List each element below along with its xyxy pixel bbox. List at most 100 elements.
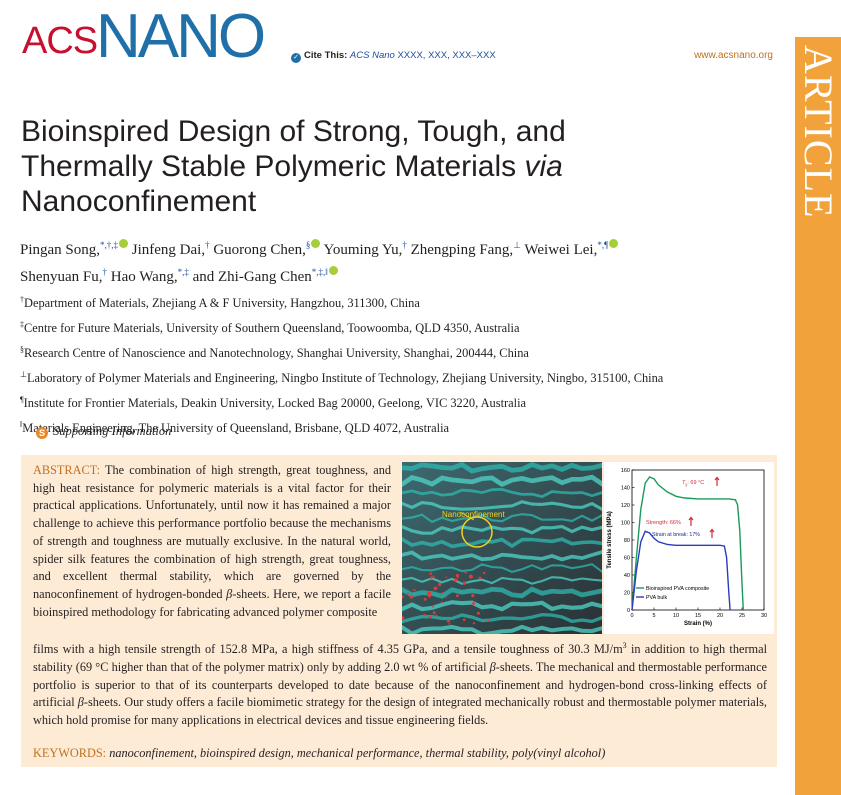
author[interactable]: Shenyuan Fu,†: [20, 267, 107, 285]
article-banner-text: ARTICLE: [796, 45, 841, 219]
micrograph-fiber: [402, 624, 602, 634]
micrograph-particle: [423, 597, 427, 601]
cite-label: Cite This:: [304, 50, 348, 61]
affiliation-text: Research Centre of Nanoscience and Nanot…: [24, 346, 529, 360]
micrograph-particle: [454, 578, 458, 582]
micrograph-fiber: [402, 500, 602, 511]
author[interactable]: Hao Wang,*,‡: [111, 267, 189, 285]
micrograph-particle: [432, 611, 436, 615]
y-tick-label: 60: [624, 556, 630, 562]
x-tick-label: 15: [695, 613, 701, 619]
micrograph-particle: [402, 616, 405, 621]
author[interactable]: Youming Yu,†: [324, 240, 407, 258]
affiliation: ‡Centre for Future Materials, University…: [20, 314, 790, 339]
micrograph-particle: [471, 594, 475, 598]
affiliation-text: Department of Materials, Zhejiang A & F …: [24, 296, 420, 310]
keywords-label: KEYWORDS:: [33, 746, 107, 760]
author[interactable]: Jinfeng Dai,†: [132, 240, 210, 258]
logo-nano: NANO: [96, 2, 266, 71]
micrograph-particle: [446, 619, 451, 623]
affiliation-mark: †: [20, 295, 24, 304]
micrograph-particle: [412, 589, 414, 591]
keywords: KEYWORDS: nanoconfinement, bioinspired d…: [33, 745, 767, 762]
annotation-strength: Strength: 66%: [646, 520, 681, 526]
author-affiliation-marks: *,‡,‖: [311, 267, 328, 277]
annotation-tg-value: : 69 °C: [687, 480, 704, 486]
toc-micrograph-image: Nanoconfinement: [402, 462, 602, 634]
abstract-text-top: ABSTRACT: The combination of high streng…: [33, 462, 391, 621]
y-tick-label: 20: [624, 591, 630, 597]
orcid-icon[interactable]: [119, 239, 129, 248]
micrograph-particle: [455, 573, 459, 578]
cite-icon: ✓: [291, 53, 301, 63]
author-affiliation-marks: †: [205, 240, 210, 250]
cite-ref: XXXX, XXX, XXX–XXX: [397, 50, 496, 61]
micrograph-particle: [483, 571, 486, 575]
supporting-information-link[interactable]: S Supporting Information: [36, 424, 171, 439]
abstract-text-bottom: films with a high tensile strength of 15…: [33, 637, 767, 730]
micrograph-particle: [432, 605, 434, 608]
affiliation-text: Laboratory of Polymer Materials and Engi…: [26, 371, 664, 385]
annotation-tg-symbol: T: [682, 480, 686, 486]
micrograph-particle: [445, 596, 447, 598]
y-tick-label: 80: [624, 538, 630, 544]
supporting-info-label: Supporting Information: [53, 424, 172, 438]
micrograph-particle: [464, 571, 467, 574]
site-url-link[interactable]: www.acsnano.org: [694, 50, 773, 61]
micrograph-particle: [438, 582, 442, 587]
author[interactable]: and Zhi-Gang Chen*,‡,‖: [193, 266, 338, 285]
affiliation-mark: §: [20, 345, 24, 354]
affiliation-mark: ‖: [20, 420, 23, 429]
author[interactable]: Zhengping Fang,⊥: [410, 240, 521, 258]
micrograph-particle: [441, 592, 444, 594]
cite-this[interactable]: ✓ Cite This: ACS Nano XXXX, XXX, XXX–XXX: [291, 50, 496, 63]
author[interactable]: Weiwei Lei,*,¶: [524, 239, 619, 258]
micrograph-fiber: [402, 537, 602, 549]
annotation-strain-at-break: Strain at break: 17%: [652, 532, 700, 538]
nanoconfinement-label: Nanoconfinement: [442, 510, 505, 519]
orcid-icon[interactable]: [609, 239, 619, 248]
orcid-icon[interactable]: [311, 239, 321, 248]
author-affiliation-marks: *,¶: [597, 240, 609, 250]
x-tick-label: 25: [739, 613, 745, 619]
x-tick-label: 10: [673, 613, 679, 619]
micrograph-fiber: [402, 563, 602, 574]
author-affiliation-marks: §: [305, 240, 311, 250]
micrograph-particle: [476, 611, 480, 615]
author[interactable]: Guorong Chen,§: [213, 239, 321, 258]
micrograph-svg: [402, 462, 602, 634]
affiliation-mark: ¶: [20, 395, 24, 404]
arrow-up-icon: [688, 516, 694, 526]
x-tick-label: 5: [652, 613, 655, 619]
affiliation-list: †Department of Materials, Zhejiang A & F…: [20, 289, 790, 439]
beta-symbol: β: [489, 659, 496, 674]
y-tick-label: 140: [621, 486, 630, 492]
micrograph-fiber: [402, 600, 602, 612]
author-list: Pingan Song,*,†,‡ Jinfeng Dai,† Guorong …: [20, 234, 790, 288]
affiliation-mark: ⊥: [20, 370, 27, 379]
affiliation: §Research Centre of Nanoscience and Nano…: [20, 339, 790, 364]
x-tick-label: 20: [717, 613, 723, 619]
cite-journal: ACS Nano: [349, 50, 395, 61]
author-name: Shenyuan Fu,: [20, 269, 103, 285]
affiliation: ⊥Laboratory of Polymer Materials and Eng…: [20, 364, 790, 389]
micrograph-particle: [428, 615, 432, 619]
legend-label: Bioinspired PVA composite: [646, 586, 709, 592]
annotation-tg-sub: g: [685, 483, 687, 487]
orcid-icon[interactable]: [328, 266, 338, 275]
x-tick-label: 0: [630, 613, 633, 619]
paper-title: Bioinspired Design of Strong, Tough, and…: [21, 114, 781, 219]
micrograph-fiber: [402, 474, 602, 488]
keywords-text: nanoconfinement, bioinspired design, mec…: [109, 746, 606, 760]
micrograph-particle: [423, 613, 426, 617]
micrograph-particle: [462, 581, 467, 585]
abstract-box: ABSTRACT: The combination of high streng…: [21, 455, 777, 767]
micrograph-particle: [472, 622, 475, 625]
micrograph-particle: [456, 594, 459, 598]
micrograph-particle: [448, 623, 451, 625]
author-name: Zhengping Fang,: [410, 242, 514, 258]
author[interactable]: Pingan Song,*,†,‡: [20, 239, 129, 258]
micrograph-fiber: [402, 462, 602, 474]
abstract-part-2b: in addition to high thermal stability (6…: [33, 642, 767, 674]
x-tick-label: 30: [761, 613, 767, 619]
